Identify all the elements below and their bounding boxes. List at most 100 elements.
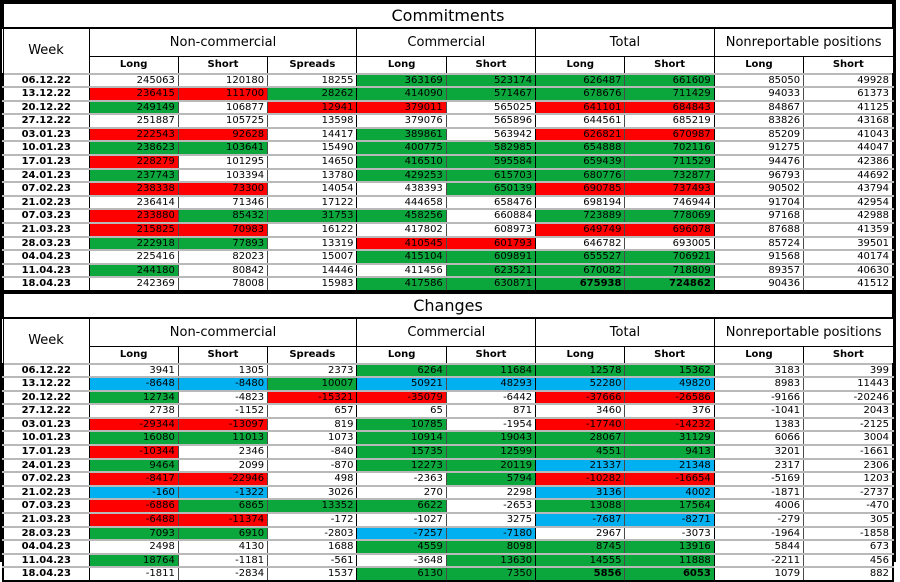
table-row: 21.02.23 -160 -1322 3026 270 2298 3136 4002 -187… [2,484,895,501]
value-cell: 106877 [177,99,269,116]
value-cell: -1964 [713,525,805,542]
col-header: Long [713,55,805,74]
value-cell: 678676 [535,86,626,102]
value-cell: 389861 [356,126,447,143]
week-cell: 11.04.23 [2,552,90,569]
value-cell: 18764 [88,552,179,569]
value-cell: 90502 [713,181,805,197]
value-cell: 458256 [356,208,447,225]
changes-body: 06.12.22 3941 1305 2373 6264 11684 12578 15362 3… [2,362,895,582]
week-cell: 13.12.22 [2,376,90,392]
value-cell: 623521 [445,262,537,279]
value-cell: 675938 [535,276,626,292]
value-cell: 78008 [177,276,269,292]
value-cell: 655527 [535,249,626,265]
col-header: Long [713,345,805,364]
value-cell: 249149 [88,99,179,116]
week-cell: 11.04.23 [2,262,90,279]
value-cell: 12578 [535,362,626,379]
value-cell: -2834 [177,566,269,582]
week-cell: 03.01.23 [2,416,90,433]
value-cell: -16654 [624,471,715,487]
value-cell: 40630 [803,262,895,279]
value-cell: 4559 [356,539,447,555]
commitments-body: 06.12.22 245063 120180 18255 363169 523174 626… [2,72,895,292]
value-cell: 41125 [803,99,895,116]
value-cell: 690785 [535,181,626,197]
value-cell: 456 [803,552,895,569]
value-cell: -1811 [88,566,179,582]
value-cell: 871 [445,403,537,419]
value-cell: 3183 [713,362,805,379]
value-cell: 65 [356,403,447,419]
value-cell: 718809 [624,262,715,279]
group-header-nonreportable: Nonreportable positions [713,27,894,57]
value-cell: -1871 [713,484,805,501]
week-cell: 21.03.23 [2,512,90,528]
value-cell: 13598 [267,113,358,129]
value-cell: -172 [267,512,358,528]
value-cell: 644561 [535,113,626,129]
value-cell: 429253 [356,167,447,184]
value-cell: 244180 [88,262,179,279]
value-cell: -1181 [177,552,269,569]
value-cell: 19043 [445,430,537,447]
value-cell: 685219 [624,113,715,129]
col-header: Long [88,55,179,74]
value-cell: 723889 [535,208,626,225]
value-cell: 660884 [445,208,537,225]
value-cell: 237743 [88,167,179,184]
table-row: 27.12.22 2738 -1152 657 65 871 3460 376 -1041 204… [2,403,895,419]
value-cell: 242369 [88,276,179,292]
value-cell: 7093 [88,525,179,542]
value-cell: 222918 [88,235,179,252]
value-cell: 1383 [713,416,805,433]
value-cell: -3648 [356,552,447,569]
value-cell: 444658 [356,194,447,211]
value-cell: -6488 [88,512,179,528]
value-cell: 673 [803,539,895,555]
value-cell: 96793 [713,167,805,184]
value-cell: 48293 [445,376,537,392]
value-cell: 18255 [267,72,358,89]
value-cell: 21348 [624,457,715,474]
value-cell: 438393 [356,181,447,197]
value-cell: 2967 [535,525,626,542]
week-cell: 20.12.22 [2,389,90,406]
value-cell: -160 [88,484,179,501]
table-row: 28.03.23 222918 77893 13319 410545 601793 6467… [2,235,895,252]
value-cell: 3004 [803,430,895,447]
value-cell: 9413 [624,444,715,460]
value-cell: -37666 [535,389,626,406]
col-header: Short [445,345,537,364]
value-cell: -1322 [177,484,269,501]
value-cell: -10282 [535,471,626,487]
value-cell: -8417 [88,471,179,487]
value-cell: 3201 [713,444,805,460]
value-cell: 8745 [535,539,626,555]
week-cell: 17.01.23 [2,444,90,460]
value-cell: 626487 [535,72,626,89]
value-cell: 84867 [713,99,805,116]
value-cell: 4002 [624,484,715,501]
changes-table: Changes Week Non-commercial Commercial T… [2,292,895,582]
value-cell: -2737 [803,484,895,501]
value-cell: 363169 [356,72,447,89]
table-row: 04.04.23 225416 82023 15007 415104 609891 6555… [2,249,895,265]
value-cell: -470 [803,498,895,515]
value-cell: 2317 [713,457,805,474]
value-cell: 626821 [535,126,626,143]
week-cell: 21.03.23 [2,222,90,238]
value-cell: 379076 [356,113,447,129]
week-cell: 24.01.23 [2,167,90,184]
group-header-row: Week Non-commercial Commercial Total Non… [2,317,894,364]
value-cell: 111700 [177,86,269,102]
value-cell: 7350 [445,566,537,582]
table-row: 28.03.23 7093 6910 -2803 -7257 -7180 2967 -3073… [2,525,895,542]
value-cell: 15735 [356,444,447,460]
value-cell: 13088 [535,498,626,515]
table-row: 13.12.22 236415 111700 28262 414090 571467 678… [2,86,895,102]
col-header: Short [803,55,894,74]
value-cell: 2373 [267,362,358,379]
value-cell: 657 [267,403,358,419]
